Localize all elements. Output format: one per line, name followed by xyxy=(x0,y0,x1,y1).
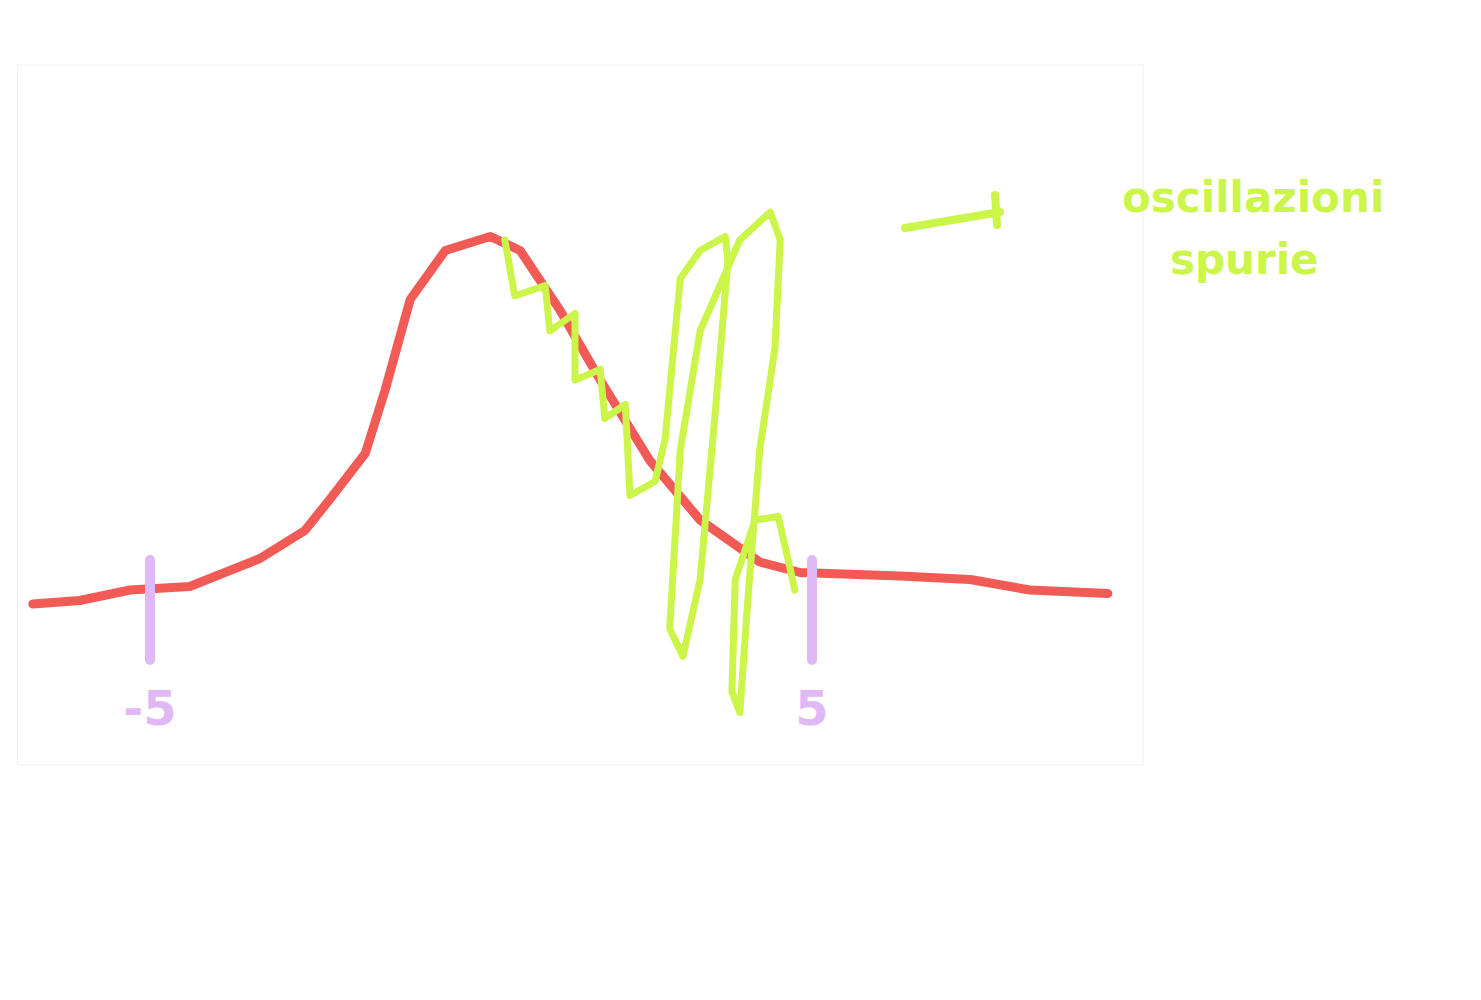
tick-mark xyxy=(145,560,155,660)
line xyxy=(33,237,1108,605)
plot-frame xyxy=(18,65,1143,765)
tick-mark xyxy=(807,560,817,660)
line xyxy=(505,212,795,713)
series-group xyxy=(33,212,1108,713)
tick-label: 5 xyxy=(795,680,828,736)
chart: -5 5 oscillazionispurie xyxy=(0,0,1481,1000)
tick-label: -5 xyxy=(123,680,176,736)
annotation: oscillazionispurie xyxy=(1122,173,1384,284)
arrow xyxy=(905,195,1000,228)
